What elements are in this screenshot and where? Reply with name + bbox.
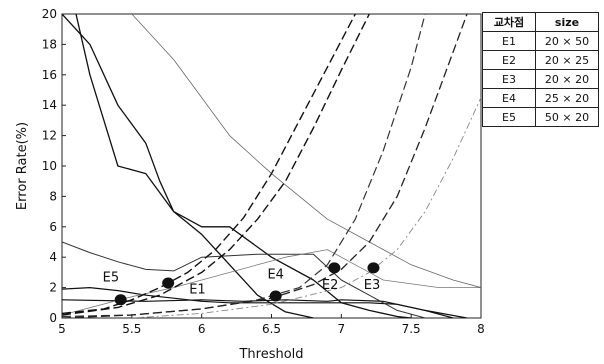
series-line-2: [75, 14, 412, 318]
size-table-size: 20 × 20: [535, 69, 599, 89]
x-tick-label: 5.5: [122, 322, 141, 336]
series-line-5: [62, 241, 426, 318]
x-tick-label: 7.5: [402, 322, 421, 336]
series-line-4: [62, 299, 468, 318]
marker-label-e5: E5: [103, 271, 120, 286]
size-table-size: 25 × 20: [535, 88, 599, 108]
x-tick-label: 6.5: [262, 322, 281, 336]
intersection-marker-e2: [328, 262, 341, 274]
size-table-row: E5 50 × 20: [482, 107, 599, 127]
y-tick-label: 20: [42, 7, 57, 21]
series-line-9: [62, 14, 370, 316]
x-axis-title: Threshold: [238, 347, 303, 362]
size-table-size: 20 × 50: [535, 31, 599, 51]
intersection-marker-e4: [269, 290, 282, 302]
series-line-6: [62, 249, 481, 316]
size-table-point: E4: [482, 88, 536, 108]
size-table-header-row: 교차점 size: [482, 12, 599, 32]
size-table-header-intersection: 교차점: [482, 12, 536, 32]
y-axis-title: Error Rate(%): [15, 122, 30, 210]
series-line-12: [131, 97, 481, 318]
size-table-row: E1 20 × 50: [482, 31, 599, 51]
y-tick-label: 6: [49, 220, 57, 234]
size-table-point: E3: [482, 69, 536, 89]
marker-label-e4: E4: [267, 267, 284, 282]
series-line-3: [62, 287, 454, 318]
y-tick-label: 14: [42, 98, 57, 112]
y-tick-label: 12: [42, 129, 57, 143]
series-line-8: [62, 14, 356, 315]
y-tick-label: 0: [49, 311, 57, 325]
series-group: [62, 14, 481, 318]
size-table-row: E2 20 × 25: [482, 50, 599, 70]
x-tick-label: 8: [477, 322, 485, 336]
series-line-7: [131, 14, 481, 288]
y-tick-label: 8: [49, 189, 57, 203]
intersection-marker-e3: [367, 262, 380, 274]
series-line-11: [62, 14, 468, 318]
size-table-point: E1: [482, 31, 536, 51]
intersection-marker-e1: [162, 277, 175, 289]
intersection-marker-e5: [114, 294, 127, 306]
size-table-point: E2: [482, 50, 536, 70]
size-table-size: 50 × 20: [535, 107, 599, 127]
y-tick-label: 10: [42, 159, 57, 173]
y-tick-label: 16: [42, 68, 57, 82]
tick-group: 5 5.5 6 6.5 7 7.5 8 0 2 4 6 8 10 12 14 16 18 20: [42, 7, 485, 336]
y-tick-label: 4: [49, 250, 57, 264]
marker-label-e1: E1: [189, 283, 206, 298]
y-tick-label: 18: [42, 37, 57, 51]
marker-label-e3: E3: [364, 278, 381, 293]
x-tick-label: 6: [198, 322, 206, 336]
size-table-row: E4 25 × 20: [482, 88, 599, 108]
marker-label-e2: E2: [322, 278, 339, 293]
size-table-header-size: size: [535, 12, 599, 32]
size-table: 교차점 size E1 20 × 50 E2 20 × 25 E3 20 × 2…: [482, 12, 599, 127]
x-tick-label: 5: [58, 322, 66, 336]
size-table-row: E3 20 × 20: [482, 69, 599, 89]
size-table-size: 20 × 25: [535, 50, 599, 70]
x-tick-label: 7: [338, 322, 346, 336]
marker-group: E5 E1 E4 E2 E3: [103, 262, 381, 306]
size-table-point: E5: [482, 107, 536, 127]
y-tick-label: 2: [49, 281, 57, 295]
